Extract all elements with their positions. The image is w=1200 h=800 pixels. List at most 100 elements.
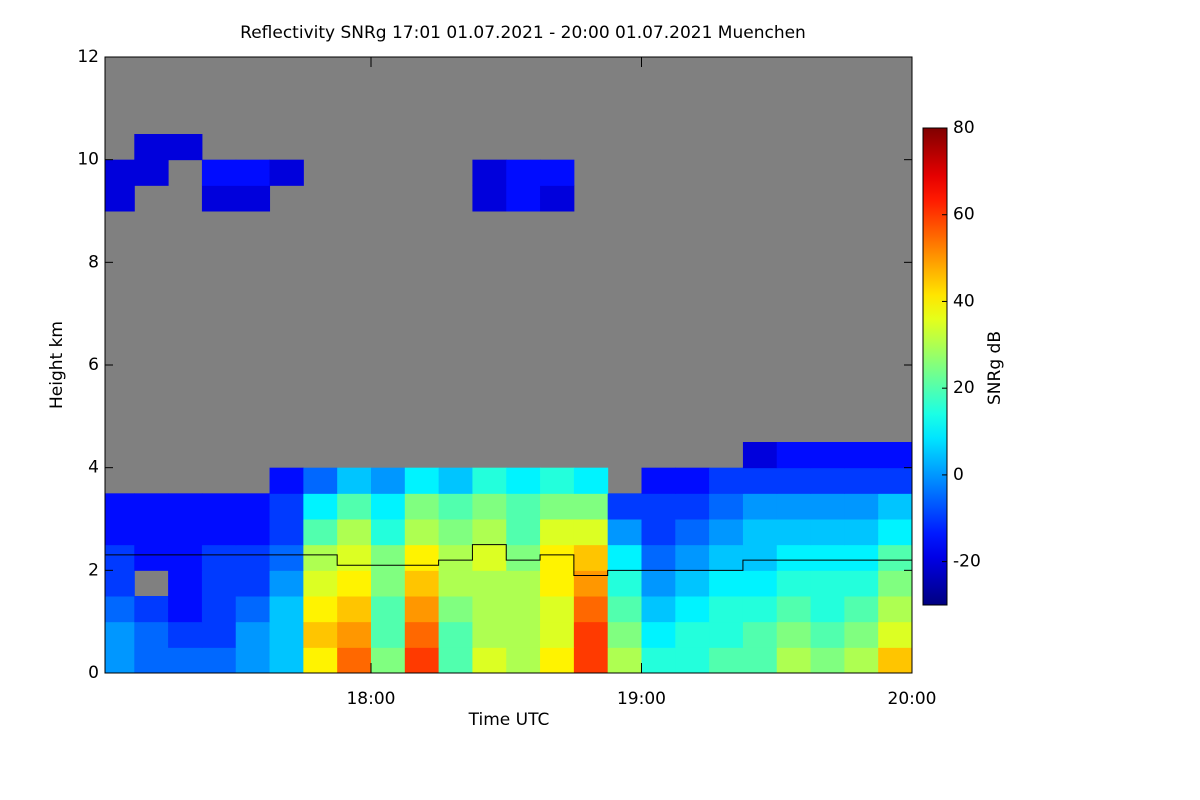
heat-cell (134, 134, 169, 161)
heat-cell (438, 467, 473, 494)
heat-cell (776, 596, 812, 623)
y-tick-label: 10 (77, 150, 99, 170)
heat-cell (235, 596, 271, 623)
heat-cell (878, 647, 913, 674)
heat-cell (607, 544, 642, 571)
heat-cell (201, 493, 237, 520)
heat-cell (573, 596, 609, 623)
heat-cell (742, 570, 778, 597)
heat-cell (540, 493, 575, 520)
heat-cell (337, 647, 372, 674)
heat-cell (235, 647, 271, 674)
heat-cell (742, 519, 778, 546)
heat-cell (540, 159, 575, 186)
heat-cell (303, 621, 338, 648)
heat-cell (878, 467, 913, 494)
heat-cell (404, 621, 440, 648)
heat-cell (370, 596, 406, 623)
heat-cell (607, 519, 642, 546)
heat-cell (269, 493, 304, 520)
heat-cell (675, 467, 710, 494)
heat-cell (810, 544, 845, 571)
heat-cell (540, 467, 575, 494)
heat-cell (105, 596, 135, 623)
heat-cell (844, 544, 879, 571)
heat-cell (370, 544, 406, 571)
heat-cell (404, 493, 440, 520)
heat-cell (776, 493, 812, 520)
heat-cell (506, 570, 541, 597)
heat-cell (201, 159, 237, 186)
heat-cell (607, 647, 642, 674)
heat-cell (810, 570, 845, 597)
heat-cell (573, 544, 609, 571)
heat-cell (168, 570, 203, 597)
heat-cell (201, 185, 237, 212)
heat-cell (675, 519, 710, 546)
heat-cell (776, 621, 812, 648)
heat-cell (404, 519, 440, 546)
heat-cell (105, 493, 135, 520)
heat-cell (776, 467, 812, 494)
heat-cell (472, 621, 507, 648)
heat-cell (269, 570, 304, 597)
heat-cell (134, 159, 169, 186)
heat-cell (878, 442, 913, 469)
heat-cell (607, 570, 642, 597)
colorbar-tick-label: 60 (953, 205, 975, 225)
heat-cell (742, 442, 778, 469)
heat-cell (168, 519, 203, 546)
colorbar-tick-label: 0 (953, 465, 964, 485)
heat-cell (370, 621, 406, 648)
heat-cell (134, 493, 169, 520)
heat-cell (540, 621, 575, 648)
heat-cell (337, 519, 372, 546)
heat-cell (540, 544, 575, 571)
heat-cell (134, 544, 169, 571)
heat-cell (201, 570, 237, 597)
heat-cell (303, 493, 338, 520)
heat-cell (303, 596, 338, 623)
heat-cell (675, 596, 710, 623)
heat-cell (742, 621, 778, 648)
heat-cell (134, 519, 169, 546)
heat-cell (878, 493, 913, 520)
heat-cell (235, 544, 271, 571)
heat-cell (269, 647, 304, 674)
colorbar-tick-label: 80 (953, 118, 975, 138)
heat-cell (337, 467, 372, 494)
heat-cell (810, 493, 845, 520)
heat-cell (370, 570, 406, 597)
heat-cell (337, 570, 372, 597)
heat-cell (641, 621, 676, 648)
heat-cell (168, 493, 203, 520)
heat-cell (337, 493, 372, 520)
y-axis-label: Height km (47, 321, 67, 409)
heat-cell (844, 519, 879, 546)
heat-cell (472, 596, 507, 623)
y-tick-label: 12 (77, 47, 99, 67)
heat-cell (303, 570, 338, 597)
heat-cell (844, 621, 879, 648)
heat-cell (134, 647, 169, 674)
heat-cell (105, 647, 135, 674)
heat-cell (438, 544, 473, 571)
heat-cell (573, 519, 609, 546)
heat-cell (438, 596, 473, 623)
colorbar-tick-label: -20 (953, 552, 981, 572)
heat-cell (607, 493, 642, 520)
heat-cell (573, 570, 609, 597)
heat-cell (540, 185, 575, 212)
heat-cell (105, 570, 135, 597)
heat-cell (105, 621, 135, 648)
heat-cell (235, 159, 271, 186)
heat-cell (337, 596, 372, 623)
heat-cell (506, 159, 541, 186)
heat-cell (607, 596, 642, 623)
chart-title: Reflectivity SNRg 17:01 01.07.2021 - 20:… (240, 23, 806, 43)
heat-cell (573, 467, 609, 494)
heat-cell (438, 647, 473, 674)
heat-cell (506, 519, 541, 546)
boundary-line (105, 544, 912, 576)
